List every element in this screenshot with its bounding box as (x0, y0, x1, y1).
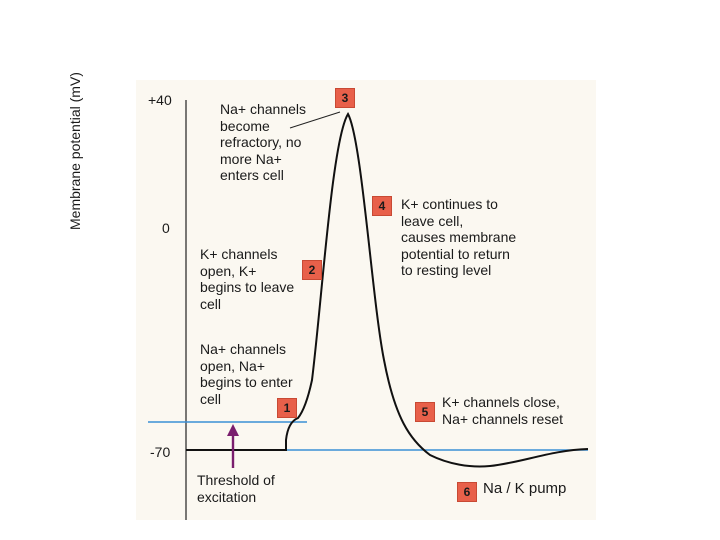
step-2-badge: 2 (302, 260, 322, 280)
tick-label-minus70: -70 (150, 444, 171, 460)
step-3-text: Na+ channels become refractory, no more … (220, 101, 307, 183)
tick-label-plus40: +40 (148, 92, 172, 108)
step-5-text: K+ channels close, Na+ channels reset (442, 394, 564, 427)
leader-line-3 (289, 111, 341, 129)
step-6-badge: 6 (457, 482, 477, 502)
tick-label-zero: 0 (162, 220, 170, 236)
step-5-badge: 5 (415, 402, 435, 422)
step-4-badge: 4 (372, 196, 392, 216)
diagram-panel (136, 80, 596, 520)
step-1-text: Na+ channels open, Na+ begins to enter c… (200, 341, 293, 407)
step-2-text: K+ channels open, K+ begins to leave cel… (200, 246, 295, 312)
y-axis-label: Membrane potential (mV) (67, 72, 84, 230)
step-1-badge: 1 (277, 398, 297, 418)
threshold-arrowhead (227, 424, 239, 436)
step-3-badge: 3 (335, 88, 355, 108)
action-potential-curve (186, 111, 589, 468)
step-4-text: K+ continues to leave cell, causes membr… (401, 196, 517, 278)
step-6-text: Na / K pump (483, 480, 567, 497)
threshold-label: Threshold of excitation (197, 472, 275, 505)
